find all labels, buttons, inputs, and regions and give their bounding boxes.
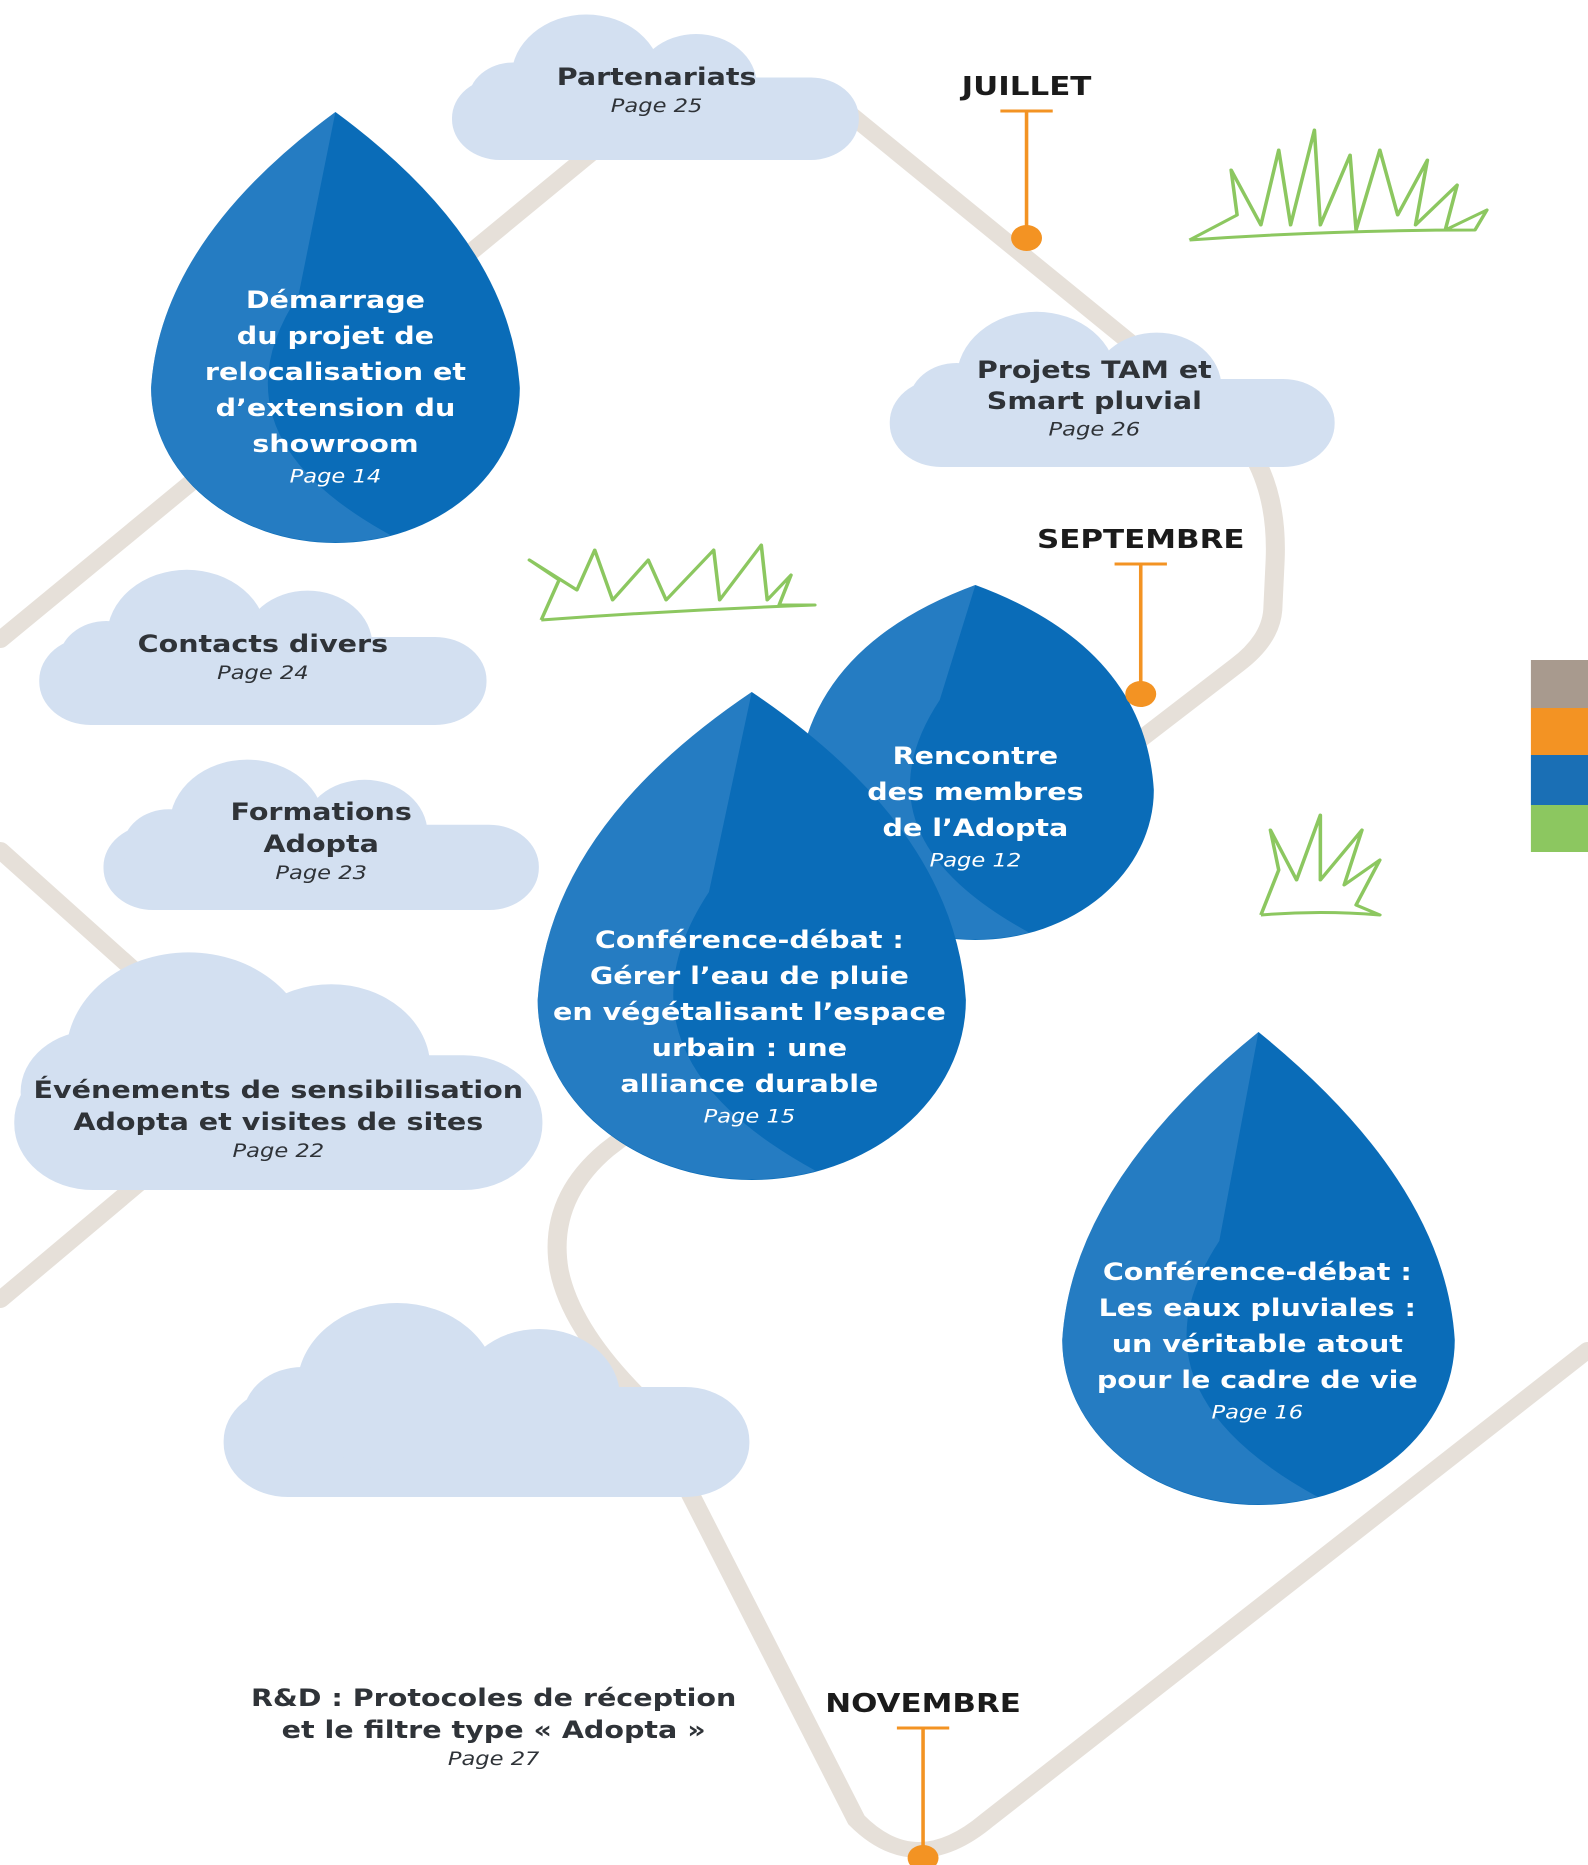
event-title: un véritable atout (1112, 1331, 1403, 1358)
event-title: en végétalisant l’espace (553, 999, 946, 1026)
color-tabs (1531, 660, 1588, 852)
event-title: showroom (252, 431, 418, 458)
event-title: de l’Adopta (883, 815, 1069, 842)
cloud-bump (468, 63, 557, 138)
event-title: alliance durable (620, 1071, 878, 1098)
month-label: SEPTEMBRE (1037, 523, 1245, 554)
tab (1531, 708, 1588, 755)
tab (1531, 660, 1588, 708)
event-title: Adopta (263, 831, 378, 858)
event-page: Page 26 (1049, 418, 1141, 440)
event-title: pour le cadre de vie (1097, 1367, 1418, 1394)
event-page: Page 22 (233, 1140, 325, 1162)
tab (1531, 755, 1588, 805)
event-title: Rencontre (893, 743, 1059, 770)
event-title: Adopta et visites de sites (73, 1109, 483, 1136)
cloud (224, 1303, 750, 1497)
event-title: Contacts divers (138, 631, 388, 658)
event-page: Page 25 (611, 95, 703, 117)
cloud-bump (123, 809, 215, 887)
tab (1531, 805, 1588, 852)
cloud-bump (243, 1367, 362, 1467)
event-title: et le filtre type « Adopta » (282, 1717, 706, 1744)
month-dot (1011, 225, 1042, 251)
event-page: Page 14 (290, 465, 382, 487)
event-page: Page 27 (448, 1748, 540, 1770)
event-title: du projet de (237, 323, 434, 350)
event-title: Projets TAM et (977, 357, 1212, 384)
event-title: R&D : Protocoles de réception (251, 1685, 736, 1712)
month-label: JUILLET (960, 70, 1092, 101)
event-title: Smart pluvial (987, 388, 1202, 415)
event-title: Conférence-débat : (595, 927, 904, 954)
event-title: Formations (231, 799, 412, 826)
event-page: Page 15 (704, 1105, 796, 1127)
event-page: Page 23 (275, 862, 367, 884)
event-page: Page 12 (930, 849, 1022, 871)
month-label: NOVEMBRE (825, 1687, 1021, 1718)
event-title: Conférence-débat : (1103, 1259, 1412, 1286)
event-page: Page 16 (1212, 1401, 1304, 1423)
cloud-bump (458, 1329, 620, 1465)
event-title: Démarrage (246, 287, 425, 314)
event-title: Partenariats (557, 64, 757, 91)
event-page: Page 24 (217, 662, 309, 684)
event-title: urbain : une (652, 1035, 847, 1062)
event-title: relocalisation et (205, 359, 466, 386)
event-title: des membres (867, 779, 1083, 806)
event-title: d’extension du (216, 395, 456, 422)
timeline: Partenariats Page 25 Démarrage du projet de… (0, 0, 1588, 1865)
month-dot (1125, 681, 1156, 707)
event-title: Les eaux pluviales : (1099, 1295, 1416, 1322)
event-title: Gérer l’eau de pluie (590, 963, 909, 990)
event-title: Événements de sensibilisation (34, 1075, 524, 1104)
